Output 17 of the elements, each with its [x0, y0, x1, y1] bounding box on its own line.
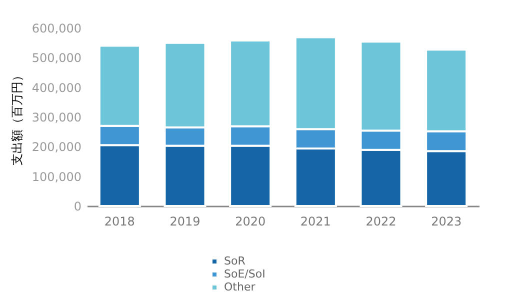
legend-label: SoR	[224, 254, 246, 268]
x-tick-label: 2021	[300, 214, 331, 228]
y-tick-label: 400,000	[32, 80, 82, 95]
x-tick-label: 2019	[170, 214, 200, 228]
legend-label: SoE/SoI	[224, 268, 266, 280]
y-tick-label: 100,000	[32, 170, 82, 184]
y-tick-label: 500,000	[32, 51, 82, 66]
y-axis-title: 支出額（百万円）	[10, 70, 24, 166]
x-tick-label: 2020	[235, 214, 266, 228]
y-tick-label: 0	[74, 200, 82, 214]
y-tick-label: 200,000	[32, 140, 82, 154]
x-tick-label: 2022	[366, 214, 396, 228]
x-tick-label: 2018	[104, 214, 135, 228]
legend-label: Other	[224, 280, 256, 294]
y-tick-label: 600,000	[32, 22, 82, 36]
x-tick-label: 2023	[431, 214, 462, 228]
y-tick-label: 300,000	[32, 110, 82, 124]
